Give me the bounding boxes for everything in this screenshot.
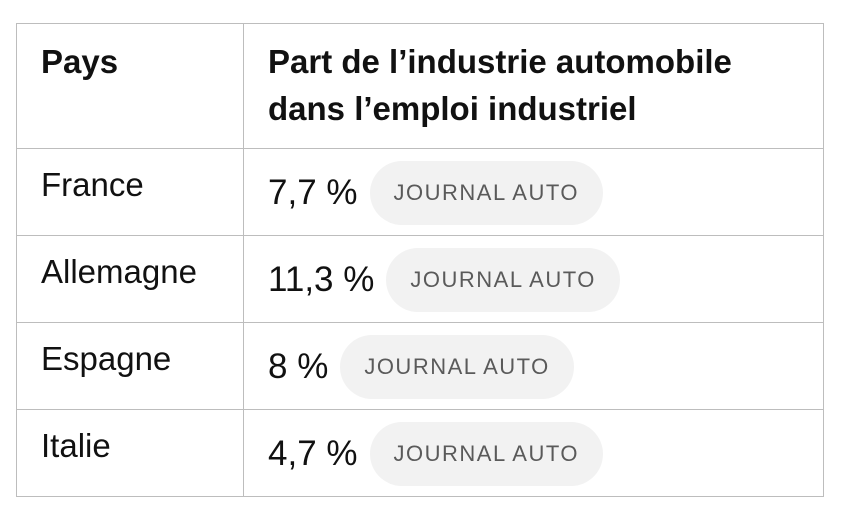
table-row: Espagne 8 % JOURNAL AUTO [16,322,824,410]
country-name: Espagne [41,340,172,377]
source-pill[interactable]: JOURNAL AUTO [386,248,620,312]
country-name: Italie [41,427,111,464]
country-cell: Italie [16,409,244,497]
country-cell: Allemagne [16,235,244,323]
header-country-label: Pays [41,43,119,80]
share-value: 7,7 % [268,173,358,212]
header-share: Part de l’industrie automobile dans l’em… [243,23,824,149]
share-cell: 8 % JOURNAL AUTO [243,322,824,410]
header-share-line-1: Part de l’industrie automobile [268,43,732,80]
share-cell: 7,7 % JOURNAL AUTO [243,148,824,236]
country-cell: Espagne [16,322,244,410]
source-pill[interactable]: JOURNAL AUTO [369,422,603,486]
country-name: France [41,166,144,203]
share-value: 8 % [268,347,329,386]
share-value: 11,3 % [268,260,375,299]
source-pill[interactable]: JOURNAL AUTO [340,335,574,399]
table-row: France 7,7 % JOURNAL AUTO [16,148,824,236]
employment-share-table: Pays Part de l’industrie automobile dans… [16,23,824,497]
table-row: Allemagne 11,3 % JOURNAL AUTO [16,235,824,323]
country-cell: France [16,148,244,236]
source-pill[interactable]: JOURNAL AUTO [369,161,603,225]
header-country: Pays [16,23,244,149]
table-row: Italie 4,7 % JOURNAL AUTO [16,409,824,497]
share-cell: 4,7 % JOURNAL AUTO [243,409,824,497]
country-name: Allemagne [41,253,197,290]
header-share-line-2: dans l’emploi industriel [268,90,637,127]
table-header-row: Pays Part de l’industrie automobile dans… [16,23,824,149]
share-value: 4,7 % [268,434,358,473]
share-cell: 11,3 % JOURNAL AUTO [243,235,824,323]
